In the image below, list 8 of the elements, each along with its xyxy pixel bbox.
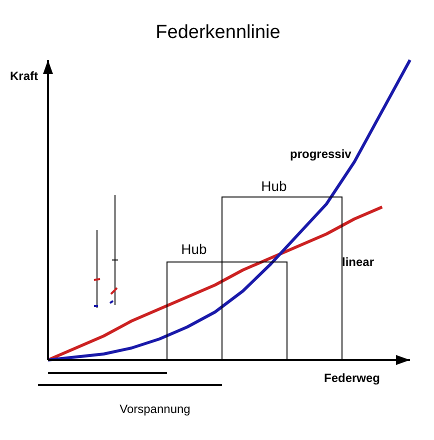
chart-title: Federkennlinie xyxy=(156,22,280,43)
text: linear xyxy=(342,255,374,269)
text: Vorspannung xyxy=(120,402,190,416)
series-label: progressiv xyxy=(290,147,352,161)
y-axis-title: Kraft xyxy=(10,69,38,83)
annotation: Hub xyxy=(181,241,208,257)
x-axis-title: Federweg xyxy=(324,371,380,385)
annotation: Hub xyxy=(261,178,288,194)
